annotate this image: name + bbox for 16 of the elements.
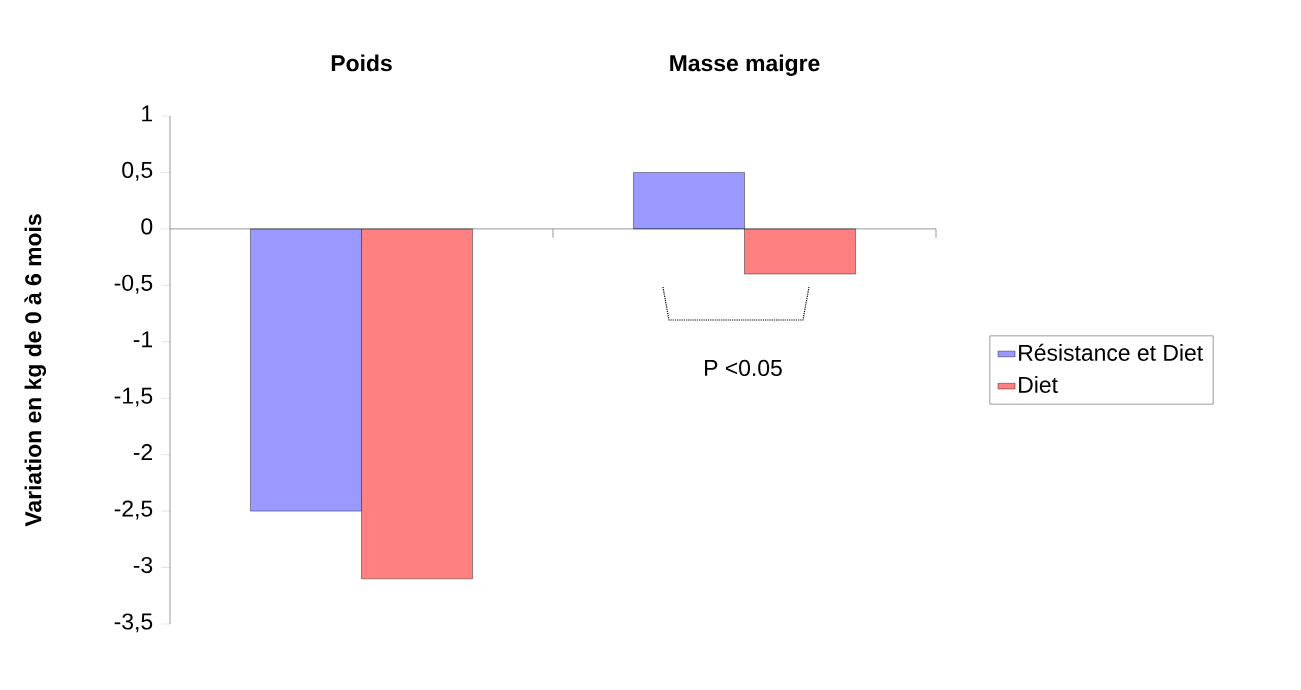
legend-label: Diet [1019,376,1058,393]
y-tick-label: 1 [142,105,153,122]
y-tick-label: -3 [133,556,153,574]
y-tick-label: 0,5 [122,161,153,181]
y-tick-label: -3,5 [114,613,153,633]
y-tick-label: -0,5 [114,274,153,294]
y-tick-label: 0 [141,218,153,235]
x-tick-label: Poids [331,54,392,72]
y-axis-title: Variation en kg de 0 à 6 mois [24,214,47,527]
y-tick-label: -2,5 [114,500,153,520]
annotation: P <0.05 [705,359,782,377]
x-tick-label: Masse maigre [670,54,820,76]
legend-label: Résistance et Diet [1019,343,1203,361]
y-tick-label: -2 [133,444,153,461]
y-tick-label: -1,5 [114,387,153,407]
y-tick-label: -1 [133,331,153,348]
